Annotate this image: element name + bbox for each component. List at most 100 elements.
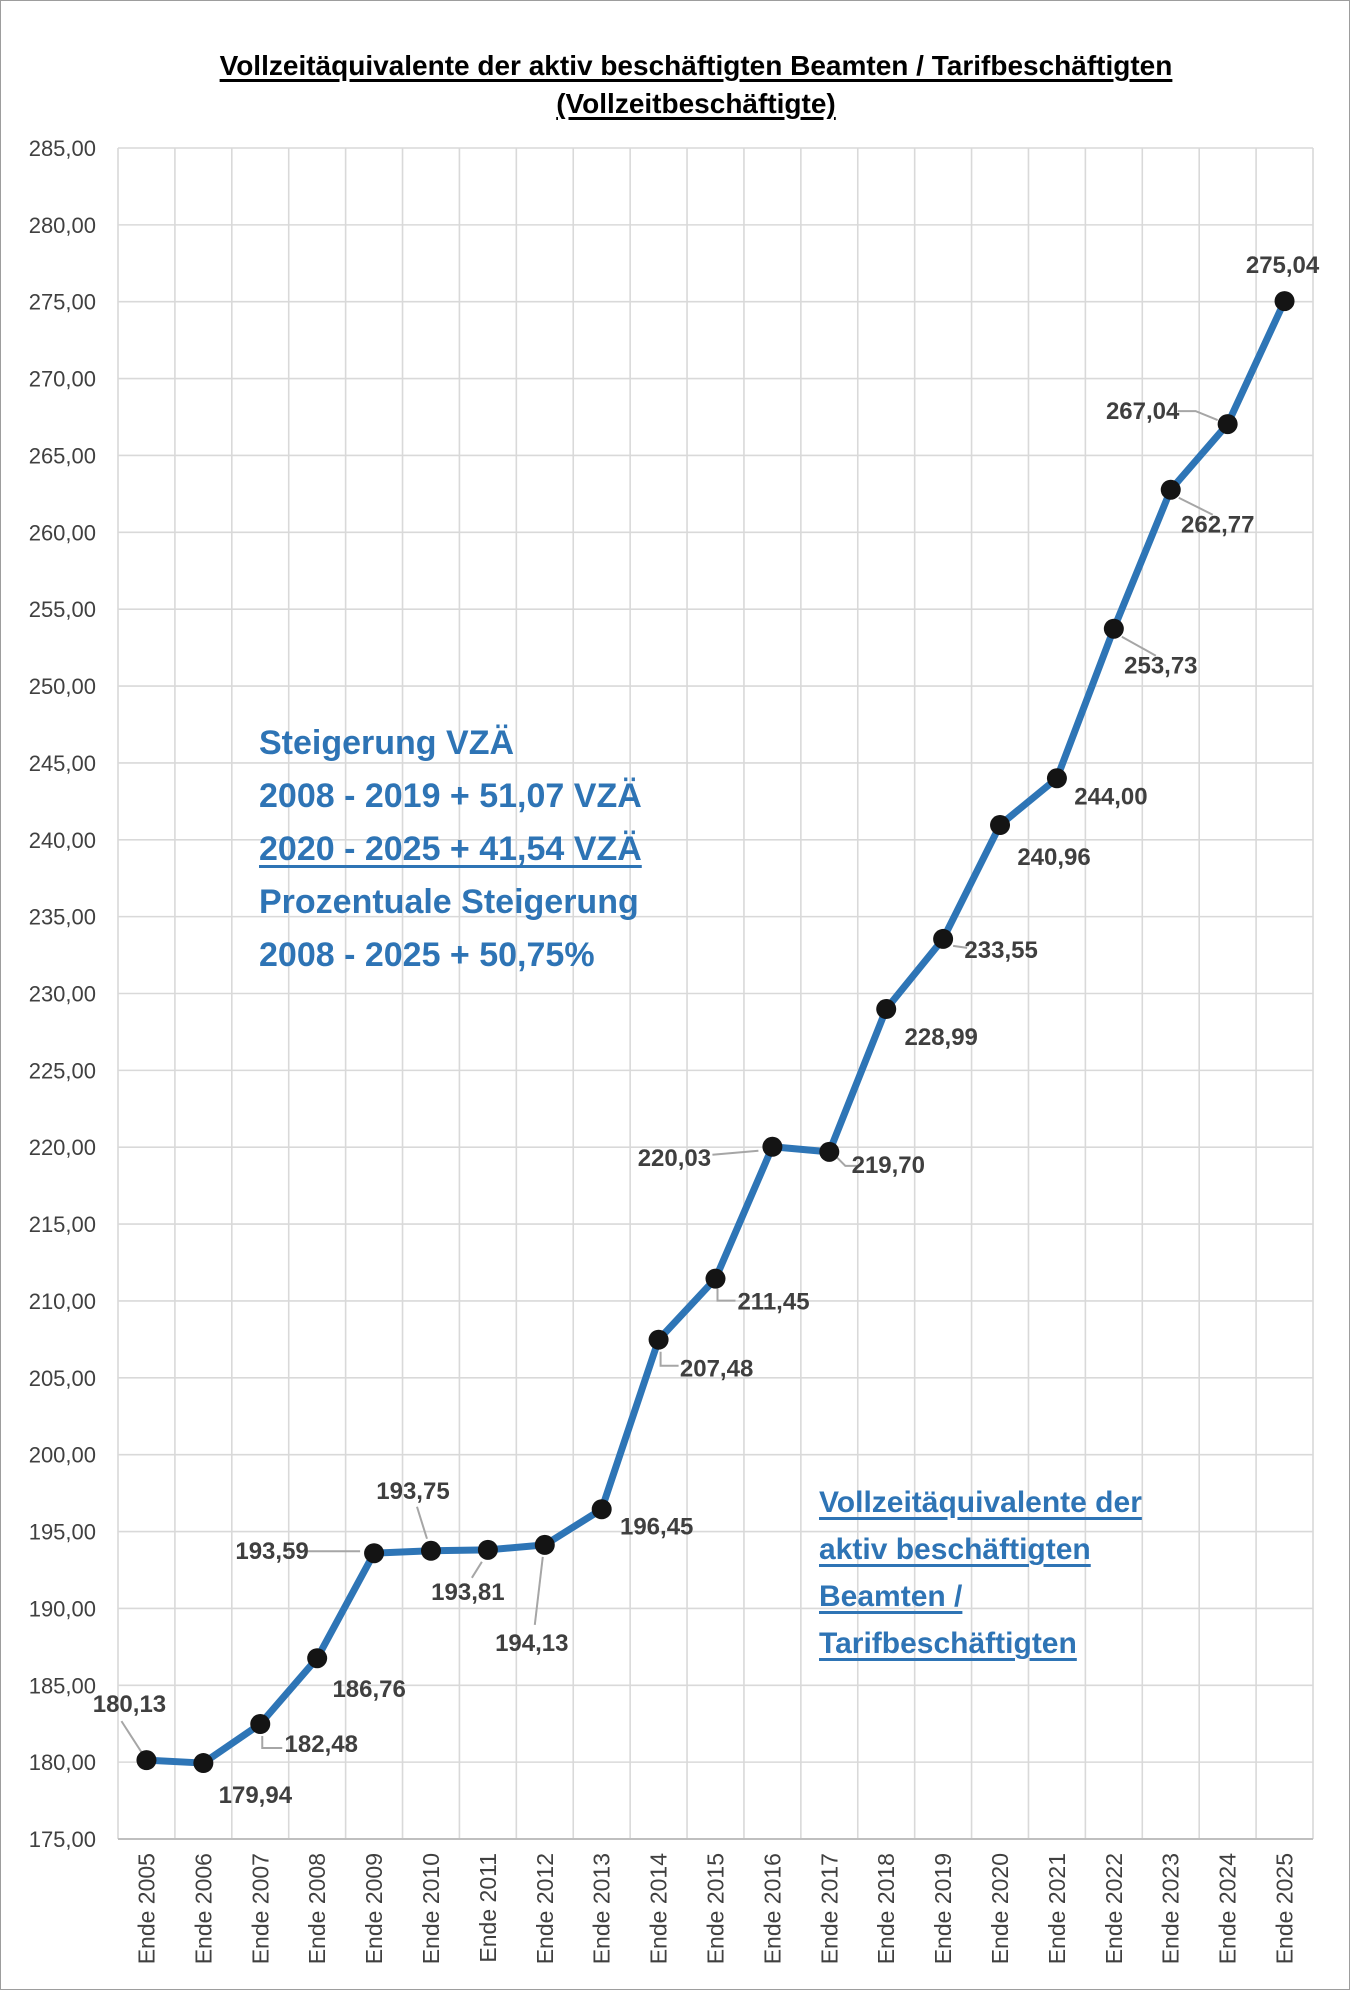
data-point: [1217, 414, 1238, 435]
y-tick-label: 270,00: [29, 367, 96, 392]
data-label: 275,04: [1246, 252, 1320, 279]
data-label: 211,45: [737, 1289, 809, 1316]
label-leader-line: [1177, 410, 1219, 422]
data-label: 244,00: [1074, 783, 1147, 810]
label-leader-line: [836, 1157, 858, 1167]
data-point: [876, 999, 897, 1020]
x-tick-label: Ende 2014: [646, 1853, 672, 1964]
y-tick-label: 235,00: [29, 905, 96, 930]
y-tick-label: 280,00: [29, 213, 96, 238]
label-leader-line: [1121, 635, 1157, 657]
y-tick-label: 185,00: [29, 1673, 96, 1698]
data-label: 194,13: [495, 1630, 568, 1657]
data-point: [534, 1534, 555, 1555]
x-tick-label: Ende 2020: [987, 1853, 1013, 1964]
x-tick-label: Ende 2024: [1215, 1853, 1241, 1964]
x-tick-label: Ende 2005: [133, 1853, 159, 1964]
data-label: 262,77: [1181, 512, 1254, 539]
y-tick-label: 260,00: [29, 520, 96, 545]
data-label: 219,70: [852, 1152, 925, 1179]
y-tick-label: 215,00: [29, 1212, 96, 1237]
x-tick-label: Ende 2006: [190, 1853, 216, 1964]
data-point: [136, 1750, 157, 1771]
annotation-line: 2020 - 2025 + 41,54 VZÄ: [259, 830, 642, 868]
data-label: 253,73: [1124, 653, 1197, 680]
x-tick-label: Ende 2022: [1101, 1853, 1127, 1964]
chart-title-line2: (Vollzeitbeschäftigte): [556, 88, 836, 119]
data-point: [420, 1540, 441, 1561]
label-leader-line: [716, 1288, 736, 1302]
data-label: 186,76: [332, 1676, 405, 1703]
y-tick-label: 230,00: [29, 982, 96, 1007]
series-label-line: Vollzeitäquivalente der: [819, 1486, 1142, 1519]
x-tick-label: Ende 2018: [873, 1853, 899, 1964]
data-label: 220,03: [638, 1145, 711, 1172]
data-point: [477, 1539, 498, 1560]
data-point: [1274, 291, 1295, 312]
x-tick-label: Ende 2019: [930, 1853, 956, 1964]
label-leader-line: [471, 1561, 483, 1579]
data-label: 233,55: [964, 937, 1037, 964]
series-label-line: aktiv beschäftigten: [819, 1533, 1091, 1566]
data-point: [762, 1136, 783, 1157]
y-tick-label: 190,00: [29, 1596, 96, 1621]
y-tick-label: 275,00: [29, 290, 96, 315]
x-tick-label: Ende 2013: [589, 1853, 615, 1964]
label-leader-line: [952, 944, 968, 949]
chart-title: Vollzeitäquivalente der aktiv beschäftig…: [61, 47, 1331, 123]
data-label: 193,59: [235, 1538, 308, 1565]
y-tick-label: 265,00: [29, 443, 96, 468]
label-leader-line: [416, 1506, 428, 1540]
data-point: [819, 1141, 840, 1162]
data-point: [1160, 479, 1181, 500]
y-tick-label: 180,00: [29, 1750, 96, 1775]
data-point: [364, 1543, 385, 1564]
y-tick-label: 220,00: [29, 1135, 96, 1160]
label-leader-line: [1178, 496, 1214, 516]
label-leader-line: [120, 1720, 143, 1753]
annotation-line: 2008 - 2019 + 51,07 VZÄ: [259, 777, 642, 815]
annotation-line: Prozentuale Steigerung: [259, 883, 639, 921]
y-tick-label: 200,00: [29, 1443, 96, 1468]
y-tick-label: 255,00: [29, 597, 96, 622]
data-label: 240,96: [1017, 844, 1090, 871]
series-label-line: Tarifbeschäftigten: [819, 1627, 1077, 1660]
data-point: [648, 1329, 669, 1350]
x-tick-label: Ende 2012: [532, 1853, 558, 1964]
chart-title-line1: Vollzeitäquivalente der aktiv beschäftig…: [219, 50, 1173, 81]
data-point: [990, 815, 1011, 836]
data-label: 182,48: [285, 1731, 358, 1758]
data-point: [1046, 768, 1067, 789]
data-label: 193,81: [431, 1579, 504, 1606]
x-tick-label: Ende 2021: [1044, 1853, 1070, 1964]
x-tick-label: Ende 2011: [475, 1853, 501, 1963]
data-point: [307, 1648, 328, 1669]
y-tick-label: 250,00: [29, 674, 96, 699]
y-tick-label: 195,00: [29, 1520, 96, 1545]
data-label: 267,04: [1106, 398, 1180, 425]
data-label: 193,75: [376, 1478, 449, 1505]
data-point: [705, 1268, 726, 1289]
series-label-annotation: Vollzeitäquivalente der aktiv beschäftig…: [819, 1479, 1142, 1667]
x-tick-label: Ende 2016: [759, 1853, 785, 1964]
annotation-line: Steigerung VZÄ: [259, 724, 515, 762]
data-point: [933, 928, 954, 949]
label-leader-line: [659, 1351, 679, 1367]
data-point: [193, 1753, 214, 1774]
x-tick-label: Ende 2009: [361, 1853, 387, 1964]
series-label-line: Beamten /: [819, 1580, 963, 1613]
x-tick-label: Ende 2008: [304, 1853, 330, 1964]
steigerung-annotation: Steigerung VZÄ 2008 - 2019 + 51,07 VZÄ 2…: [259, 717, 642, 982]
data-label: 179,94: [219, 1782, 293, 1809]
label-leader-line: [261, 1736, 283, 1750]
x-tick-label: Ende 2015: [703, 1853, 729, 1964]
y-tick-label: 240,00: [29, 828, 96, 853]
data-point: [591, 1499, 612, 1520]
label-leader-line: [712, 1149, 759, 1156]
x-tick-label: Ende 2017: [816, 1853, 842, 1964]
x-tick-label: Ende 2010: [418, 1853, 444, 1964]
x-tick-label: Ende 2025: [1272, 1853, 1298, 1964]
y-tick-label: 210,00: [29, 1289, 96, 1314]
